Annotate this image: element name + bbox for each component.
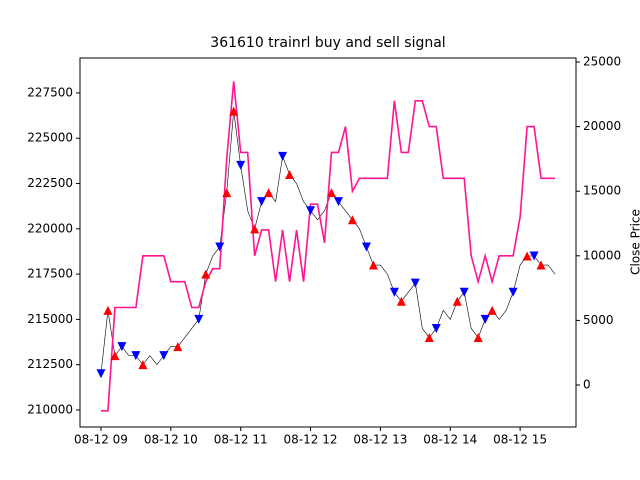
signal-marker bbox=[333, 197, 343, 207]
y2-tick-label: 0 bbox=[583, 378, 591, 392]
x-tick-label: 08-12 13 bbox=[353, 433, 407, 447]
x-tick-label: 08-12 09 bbox=[74, 433, 128, 447]
y-tick-label: 210000 bbox=[27, 402, 73, 416]
signal-marker bbox=[536, 260, 546, 270]
y2-tick-label: 5000 bbox=[583, 313, 614, 327]
signal-marker bbox=[236, 160, 246, 170]
signal-marker bbox=[529, 251, 539, 261]
signal-marker bbox=[522, 251, 532, 261]
y-tick-label: 227500 bbox=[27, 85, 73, 99]
signal-marker bbox=[396, 296, 406, 306]
y2-tick-label: 10000 bbox=[583, 248, 621, 262]
signal-marker bbox=[347, 215, 357, 225]
signal-marker bbox=[487, 305, 497, 315]
y2-tick-label: 25000 bbox=[583, 55, 621, 69]
signal-marker bbox=[250, 224, 260, 234]
signal-marker bbox=[173, 342, 183, 352]
signal-marker bbox=[201, 269, 211, 279]
signal-marker bbox=[159, 351, 169, 361]
signal-marker bbox=[229, 106, 239, 116]
y-tick-label: 225000 bbox=[27, 131, 73, 145]
signal-marker bbox=[424, 333, 434, 343]
x-tick-label: 08-12 10 bbox=[144, 433, 198, 447]
signal-marker bbox=[431, 323, 441, 333]
signal-marker bbox=[508, 287, 518, 297]
x-tick-label: 08-12 12 bbox=[284, 433, 338, 447]
x-tick-label: 08-12 14 bbox=[423, 433, 477, 447]
signal-marker bbox=[285, 169, 295, 179]
line bbox=[100, 111, 556, 374]
signal-marker bbox=[215, 242, 225, 252]
signal-marker bbox=[138, 360, 148, 370]
signal-marker bbox=[264, 188, 274, 198]
x-tick-label: 08-12 11 bbox=[214, 433, 268, 447]
y-tick-label: 220000 bbox=[27, 221, 73, 235]
signal-marker bbox=[326, 188, 336, 198]
signal-marker bbox=[410, 278, 420, 288]
y-tick-label: 222500 bbox=[27, 176, 73, 190]
line bbox=[100, 81, 556, 412]
y2-tick-label: 20000 bbox=[583, 119, 621, 133]
signal-marker bbox=[222, 188, 232, 198]
signal-marker bbox=[452, 296, 462, 306]
signal-marker bbox=[194, 314, 204, 324]
signal-marker bbox=[480, 314, 490, 324]
signal-marker bbox=[368, 260, 378, 270]
chart-title: 361610 trainrl buy and sell signal bbox=[210, 35, 445, 51]
y2-axis-label: Close Price bbox=[629, 209, 640, 275]
x-tick-label: 08-12 15 bbox=[493, 433, 547, 447]
y-tick-label: 215000 bbox=[27, 312, 73, 326]
signal-marker bbox=[257, 197, 267, 207]
signal-marker bbox=[459, 287, 469, 297]
signal-marker bbox=[131, 351, 141, 361]
signal-marker bbox=[110, 351, 120, 361]
y-tick-label: 212500 bbox=[27, 357, 73, 371]
signal-marker bbox=[361, 242, 371, 252]
signal-marker bbox=[96, 369, 106, 379]
y-tick-label: 217500 bbox=[27, 267, 73, 281]
plot-frame bbox=[79, 57, 577, 428]
signal-marker bbox=[117, 342, 127, 352]
signal-marker bbox=[389, 287, 399, 297]
y2-tick-label: 15000 bbox=[583, 184, 621, 198]
signal-marker bbox=[473, 333, 483, 343]
signal-marker bbox=[306, 206, 316, 216]
signal-marker bbox=[103, 305, 113, 315]
signal-marker bbox=[278, 151, 288, 161]
